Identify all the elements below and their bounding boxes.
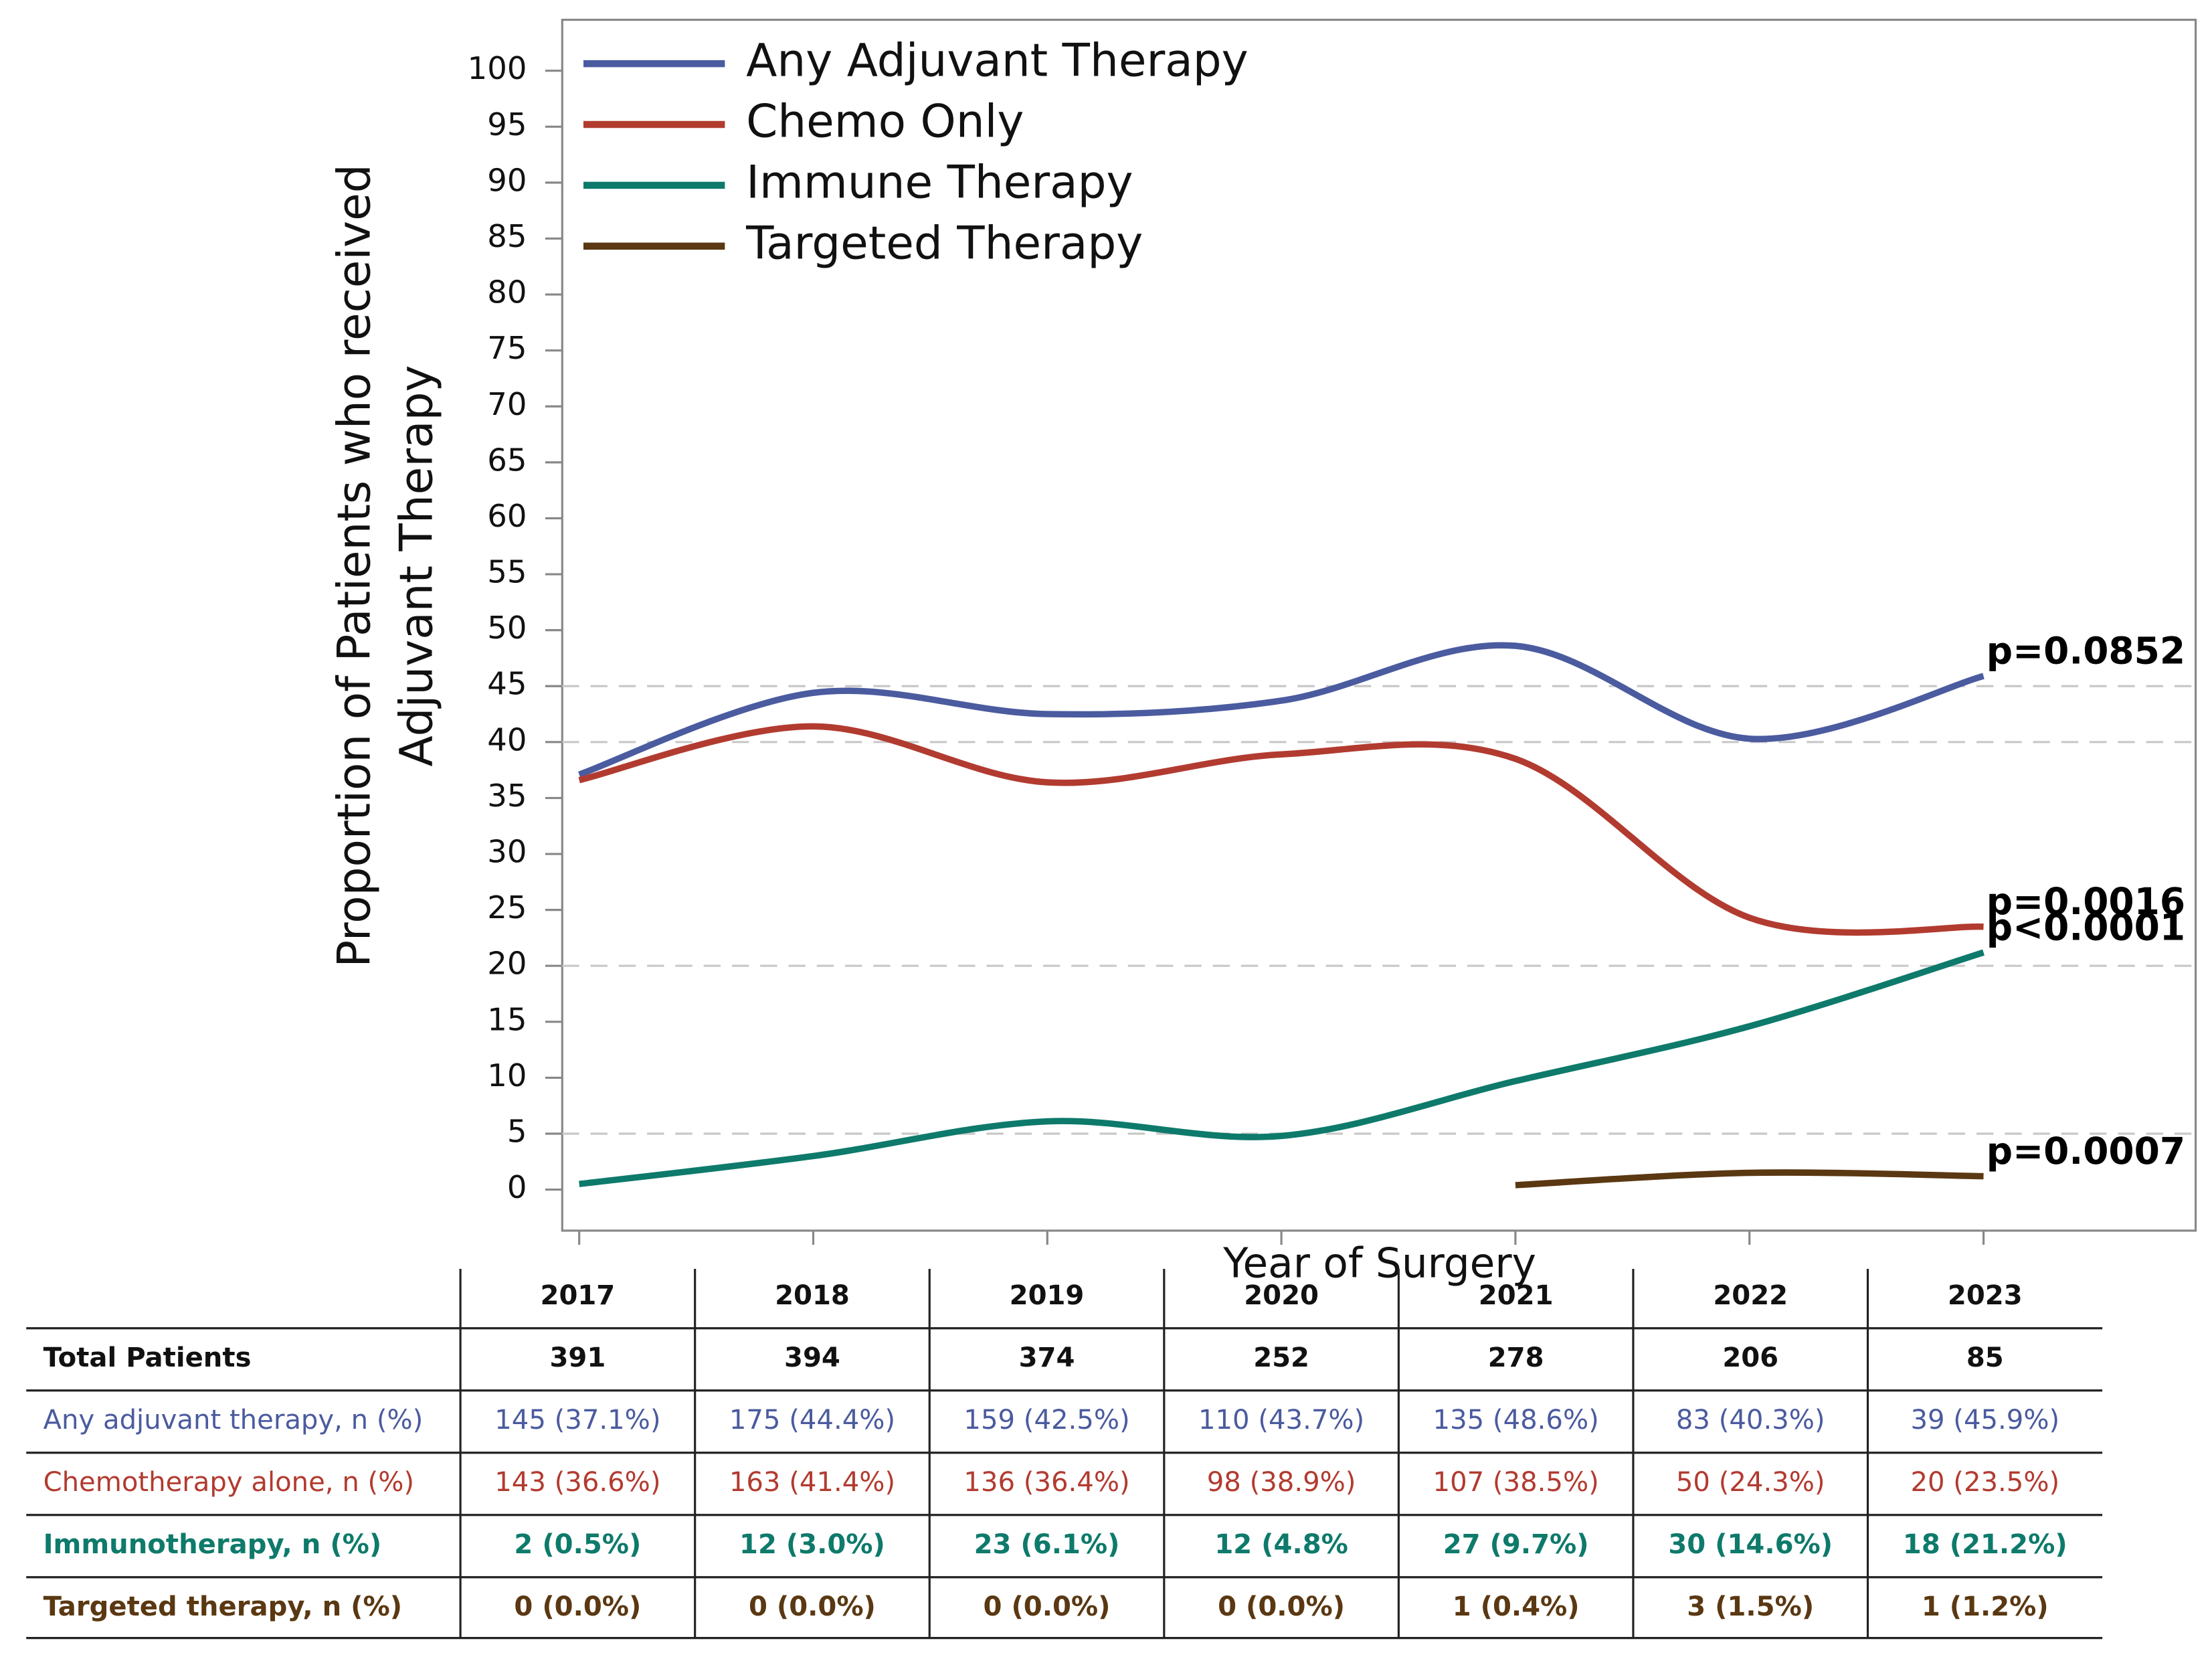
- y-axis-label: Adjuvant Therapy: [389, 365, 442, 766]
- y-tick-label: 85: [487, 218, 527, 254]
- y-tick-label: 5: [507, 1114, 527, 1150]
- table-cell: 1 (1.2%): [1922, 1591, 2049, 1622]
- table-cell: 394: [784, 1342, 840, 1373]
- table-cell: 23 (6.1%): [974, 1529, 1120, 1560]
- series-line: [579, 949, 1985, 1187]
- table-cell: 107 (38.5%): [1433, 1467, 1599, 1498]
- table-row-label: Immunotherapy, n (%): [43, 1529, 382, 1560]
- y-tick-label: 90: [487, 162, 527, 198]
- y-tick-label: 60: [487, 498, 527, 534]
- table-cell: 175 (44.4%): [729, 1405, 895, 1435]
- p-value-annotation: p=0.0852: [1987, 629, 2185, 672]
- y-tick-label: 20: [487, 946, 527, 982]
- legend-label: Any Adjuvant Therapy: [746, 34, 1249, 87]
- table-cell: 83 (40.3%): [1676, 1405, 1825, 1435]
- y-tick-label: 65: [487, 442, 527, 478]
- table-cell: 0 (0.0%): [1218, 1591, 1345, 1622]
- plot-frame: [561, 19, 2197, 1232]
- y-tick-label: 70: [487, 386, 527, 422]
- table-cell: 1 (0.4%): [1453, 1591, 1580, 1622]
- series-line: [578, 642, 1985, 778]
- table-header: 2019: [1010, 1280, 1085, 1311]
- table-cell: 98 (38.9%): [1207, 1467, 1356, 1498]
- y-tick-label: 25: [487, 889, 527, 926]
- table-cell: 136 (36.4%): [963, 1467, 1129, 1498]
- table-cell: 12 (4.8%: [1214, 1529, 1348, 1560]
- table-cell: 252: [1253, 1342, 1309, 1373]
- table-header: 2023: [1948, 1280, 2023, 1311]
- table-cell: 163 (41.4%): [729, 1467, 895, 1498]
- legend-label: Chemo Only: [746, 95, 1024, 148]
- table-cell: 3 (1.5%): [1687, 1591, 1814, 1622]
- table-header: 2017: [541, 1280, 616, 1311]
- table-cell: 0 (0.0%): [984, 1591, 1111, 1622]
- y-tick-label: 75: [487, 330, 527, 366]
- table-header: 2020: [1244, 1280, 1319, 1311]
- table-cell: 50 (24.3%): [1676, 1467, 1825, 1498]
- table-cell: 12 (3.0%): [739, 1529, 885, 1560]
- y-tick-label: 35: [487, 778, 527, 814]
- table-cell: 374: [1019, 1342, 1075, 1373]
- table-cell: 20 (23.5%): [1910, 1467, 2059, 1498]
- p-value-annotation: p=0.0016: [1987, 880, 2185, 923]
- table-cell: 278: [1488, 1342, 1544, 1373]
- table-cell: 85: [1966, 1342, 2004, 1373]
- p-value-annotation: p<0.0001: [1987, 905, 2185, 948]
- table-cell: 145 (37.1%): [494, 1405, 660, 1435]
- table-cell: 27 (9.7%): [1443, 1529, 1589, 1560]
- table-cell: 206: [1722, 1342, 1778, 1373]
- y-tick-label: 95: [487, 106, 527, 143]
- y-tick-label: 80: [487, 274, 527, 311]
- y-tick-label: 40: [487, 721, 527, 758]
- series-line: [1515, 1169, 1984, 1189]
- table-header: 2021: [1479, 1280, 1554, 1311]
- table-header: 2018: [775, 1280, 850, 1311]
- table-cell: 135 (48.6%): [1433, 1405, 1599, 1435]
- x-axis-label: Year of Surgery: [1222, 1239, 1536, 1287]
- table-row-label: Chemotherapy alone, n (%): [43, 1467, 414, 1498]
- y-tick-label: 100: [468, 50, 527, 86]
- table-cell: 39 (45.9%): [1910, 1405, 2059, 1435]
- table-header: 2022: [1713, 1280, 1788, 1311]
- table-cell: 391: [549, 1342, 606, 1373]
- table-cell: 159 (42.5%): [963, 1405, 1129, 1435]
- y-tick-label: 10: [487, 1057, 527, 1094]
- table-cell: 0 (0.0%): [749, 1591, 876, 1622]
- table-cell: 143 (36.6%): [494, 1467, 660, 1498]
- table-cell: 110 (43.7%): [1198, 1405, 1364, 1435]
- legend-label: Targeted Therapy: [745, 216, 1143, 269]
- p-value-annotation: p=0.0007: [1987, 1130, 2185, 1172]
- table-row-label: Any adjuvant therapy, n (%): [43, 1405, 424, 1435]
- table-row-label: Total Patients: [43, 1342, 252, 1373]
- table-cell: 0 (0.0%): [514, 1591, 641, 1622]
- y-tick-label: 0: [507, 1169, 527, 1205]
- table-cell: 18 (21.2%): [1903, 1529, 2067, 1560]
- table-row-label: Targeted therapy, n (%): [43, 1591, 403, 1622]
- y-axis-label: Proportion of Patients who received: [327, 164, 380, 967]
- series-line: [578, 723, 1984, 936]
- y-tick-label: 30: [487, 834, 527, 870]
- y-tick-label: 45: [487, 666, 527, 702]
- legend-label: Immune Therapy: [746, 155, 1133, 208]
- y-tick-label: 50: [487, 610, 527, 646]
- table-cell: 2 (0.5%): [514, 1529, 641, 1560]
- y-tick-label: 55: [487, 554, 527, 590]
- table-cell: 30 (14.6%): [1668, 1529, 1833, 1560]
- y-tick-label: 15: [487, 1001, 527, 1037]
